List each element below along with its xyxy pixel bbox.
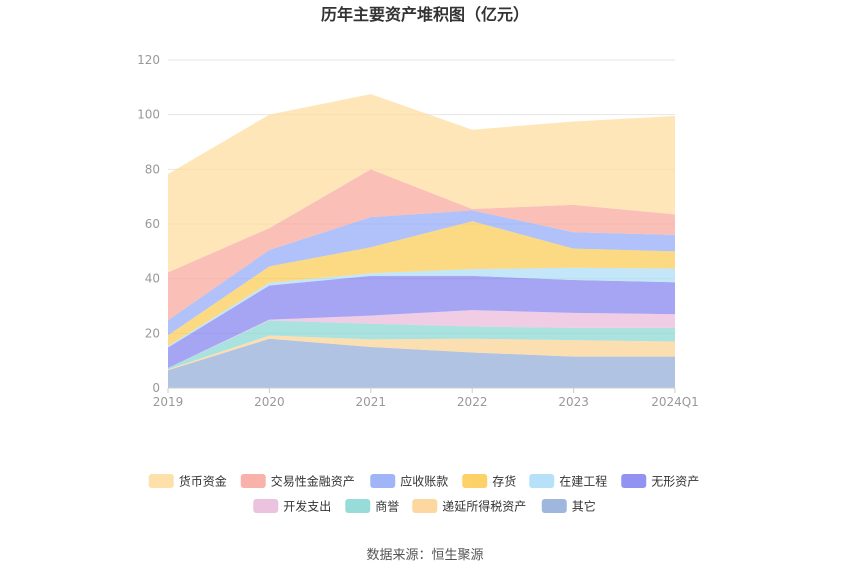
legend-swatch: [253, 499, 279, 513]
x-tick-label: 2022: [457, 395, 488, 409]
area-在建工程: [168, 267, 675, 348]
legend-label: 交易性金融资产: [271, 474, 355, 489]
legend-label: 商誉: [375, 499, 399, 514]
legend-swatch: [541, 499, 567, 513]
legend-swatch: [462, 474, 488, 488]
y-tick-label: 100: [137, 108, 160, 122]
y-tick-label: 0: [152, 381, 160, 395]
area-商誉: [168, 320, 675, 370]
legend-label: 开发支出: [283, 499, 331, 514]
legend-swatch: [412, 499, 438, 513]
legend-swatch: [621, 474, 647, 488]
x-tick-label: 2023: [558, 395, 589, 409]
legend-label: 在建工程: [559, 474, 607, 489]
x-tick-label: 2020: [254, 395, 285, 409]
area-递延所得税资产: [168, 335, 675, 371]
legend-label: 存货: [492, 474, 516, 489]
data-source: 数据来源：恒生聚源: [366, 548, 483, 563]
legend-swatch: [148, 474, 174, 488]
x-tick-label: 2024Q1: [651, 395, 699, 409]
area-交易性金融资产: [168, 169, 675, 321]
y-tick-label: 60: [145, 217, 160, 231]
y-tick-label: 120: [137, 53, 160, 67]
area-开发支出: [168, 310, 675, 369]
y-tick-label: 80: [145, 162, 160, 176]
area-series: [168, 94, 675, 388]
legend-swatch: [529, 474, 555, 488]
chart-title: 历年主要资产堆积图（亿元）: [321, 5, 529, 24]
x-tick-label: 2019: [153, 395, 184, 409]
area-应收账款: [168, 210, 675, 336]
legend-swatch: [345, 499, 371, 513]
legend-swatch: [240, 474, 266, 488]
axes: 0 20 40 60 80 100 120 2019 2020 2021 2022 2023 2024Q…: [137, 53, 699, 409]
area-货币资金: [168, 94, 675, 273]
y-tick-label: 20: [145, 326, 160, 340]
legend-label: 货币资金: [179, 474, 227, 489]
area-无形资产: [168, 275, 675, 369]
legend-label: 应收账款: [400, 474, 448, 489]
legend-swatch: [370, 474, 396, 488]
area-存货: [168, 221, 675, 347]
x-tick-label: 2021: [356, 395, 387, 409]
y-tick-label: 40: [145, 272, 160, 286]
area-其它: [168, 338, 675, 388]
legend-label: 其它: [572, 499, 596, 514]
legend-label: 递延所得税资产: [442, 499, 526, 514]
legend-label: 无形资产: [651, 475, 699, 489]
